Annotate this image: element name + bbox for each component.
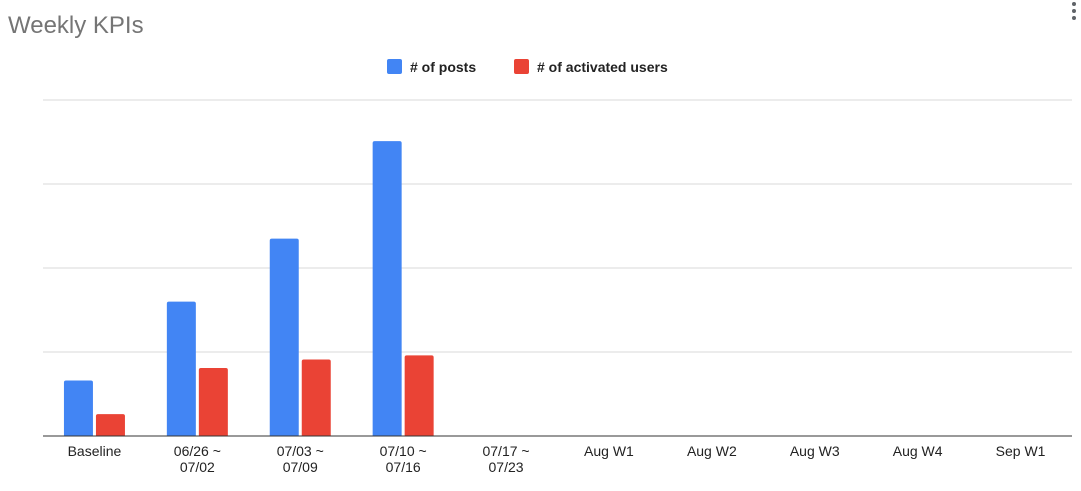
x-tick-label: 07/10 ~07/16 bbox=[380, 443, 427, 475]
more-options-icon[interactable] bbox=[1071, 2, 1077, 24]
x-tick-label: Aug W2 bbox=[687, 443, 737, 459]
x-tick-label: Sep W1 bbox=[996, 443, 1046, 459]
bar-posts[interactable] bbox=[372, 141, 402, 436]
x-tick-label: 06/26 ~07/02 bbox=[174, 443, 221, 475]
legend: # of posts # of activated users bbox=[387, 59, 668, 75]
x-tick-label: Aug W1 bbox=[584, 443, 634, 459]
bar-activated-users[interactable] bbox=[404, 355, 434, 436]
x-tick-label: 07/03 ~07/09 bbox=[277, 443, 324, 475]
x-axis: Baseline 06/26 ~07/02 07/03 ~07/09 07/10 ~0… bbox=[43, 435, 1072, 475]
bar-activated-users[interactable] bbox=[198, 367, 228, 436]
x-tick-label: Baseline bbox=[68, 443, 122, 459]
bar-activated-users[interactable] bbox=[95, 414, 125, 436]
gridlines bbox=[43, 99, 1072, 353]
legend-label: # of activated users bbox=[537, 59, 668, 75]
bar-posts[interactable] bbox=[63, 380, 93, 436]
legend-label: # of posts bbox=[410, 59, 476, 75]
chart-title: Weekly KPIs bbox=[8, 12, 144, 39]
legend-swatch bbox=[387, 59, 402, 74]
x-tick-label: Aug W4 bbox=[893, 443, 943, 459]
x-tick-label: 07/17 ~07/23 bbox=[482, 443, 529, 475]
bar-posts[interactable] bbox=[269, 238, 299, 436]
bar-activated-users[interactable] bbox=[301, 359, 331, 436]
bars bbox=[63, 141, 434, 436]
legend-swatch bbox=[514, 59, 529, 74]
x-tick-label: Aug W3 bbox=[790, 443, 840, 459]
bar-posts[interactable] bbox=[166, 301, 196, 436]
